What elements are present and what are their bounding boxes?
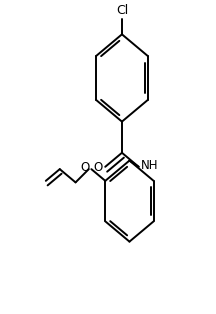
Text: O: O <box>93 161 103 174</box>
Text: Cl: Cl <box>116 4 128 17</box>
Text: NH: NH <box>140 160 158 172</box>
Text: O: O <box>80 161 90 174</box>
